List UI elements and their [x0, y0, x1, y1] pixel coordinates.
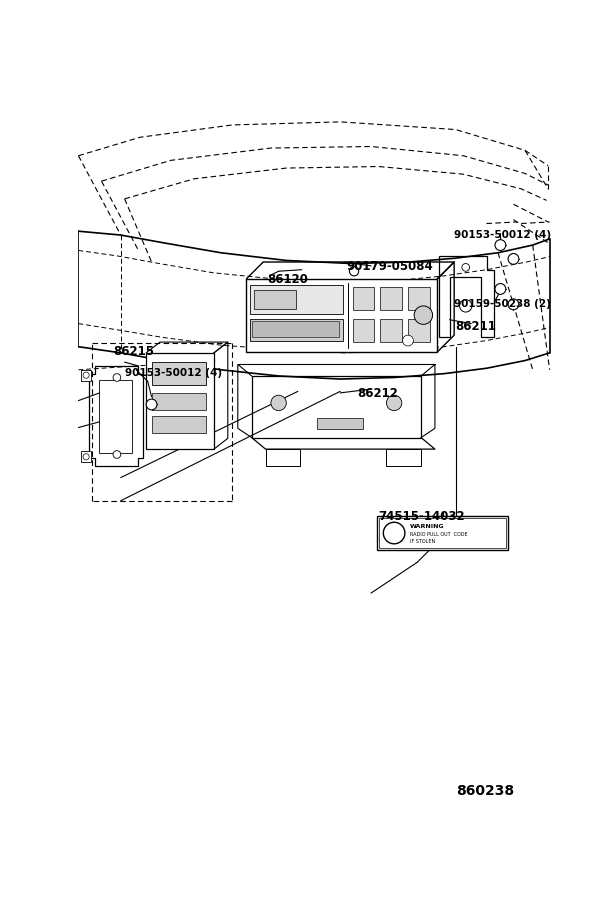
Text: 86212: 86212 [357, 387, 398, 400]
Bar [153, 416, 206, 433]
Text: 74515-14032: 74515-14032 [379, 510, 466, 523]
Circle shape [83, 454, 89, 460]
Text: 90153-50012 (4): 90153-50012 (4) [454, 230, 551, 239]
Circle shape [386, 395, 402, 410]
Bar [99, 380, 132, 453]
Text: 90159-50238 (2): 90159-50238 (2) [454, 299, 551, 309]
Bar [317, 418, 363, 429]
Polygon shape [438, 256, 494, 337]
Circle shape [459, 300, 472, 312]
Bar [352, 319, 374, 342]
Bar [377, 516, 508, 550]
Bar [408, 286, 429, 310]
Circle shape [383, 522, 405, 544]
Bar [82, 451, 91, 463]
Bar [254, 290, 296, 309]
Bar [252, 321, 339, 337]
Bar [250, 285, 343, 314]
Circle shape [495, 239, 506, 250]
Circle shape [146, 399, 157, 410]
Bar [246, 279, 437, 352]
Bar [153, 362, 206, 385]
Bar [146, 353, 214, 449]
Text: 86120: 86120 [267, 273, 308, 286]
Circle shape [508, 299, 519, 310]
Bar [380, 319, 402, 342]
Circle shape [113, 451, 121, 458]
Text: WARNING: WARNING [410, 524, 444, 529]
Text: 90179-05084: 90179-05084 [346, 260, 433, 274]
Text: 86211: 86211 [456, 320, 496, 333]
Circle shape [414, 306, 432, 324]
Circle shape [495, 284, 506, 294]
Text: 90153-50012 (4): 90153-50012 (4) [125, 368, 222, 378]
Bar [380, 286, 402, 310]
Circle shape [462, 264, 470, 271]
Text: 86215: 86215 [113, 346, 154, 358]
Bar [379, 518, 506, 548]
Circle shape [508, 254, 519, 265]
Circle shape [271, 395, 287, 410]
Circle shape [113, 374, 121, 382]
Bar [153, 393, 206, 410]
Circle shape [83, 372, 89, 378]
Bar [352, 286, 374, 310]
Text: 860238: 860238 [456, 784, 514, 798]
Circle shape [403, 335, 413, 346]
Circle shape [349, 266, 359, 276]
Bar [82, 370, 91, 382]
Bar [250, 319, 343, 340]
Bar [386, 449, 421, 466]
Polygon shape [89, 366, 143, 466]
Bar [408, 319, 429, 342]
Text: IF STOLEN: IF STOLEN [410, 539, 435, 544]
Text: RADIO PULL OUT  CODE: RADIO PULL OUT CODE [410, 532, 467, 536]
Bar [266, 449, 300, 466]
